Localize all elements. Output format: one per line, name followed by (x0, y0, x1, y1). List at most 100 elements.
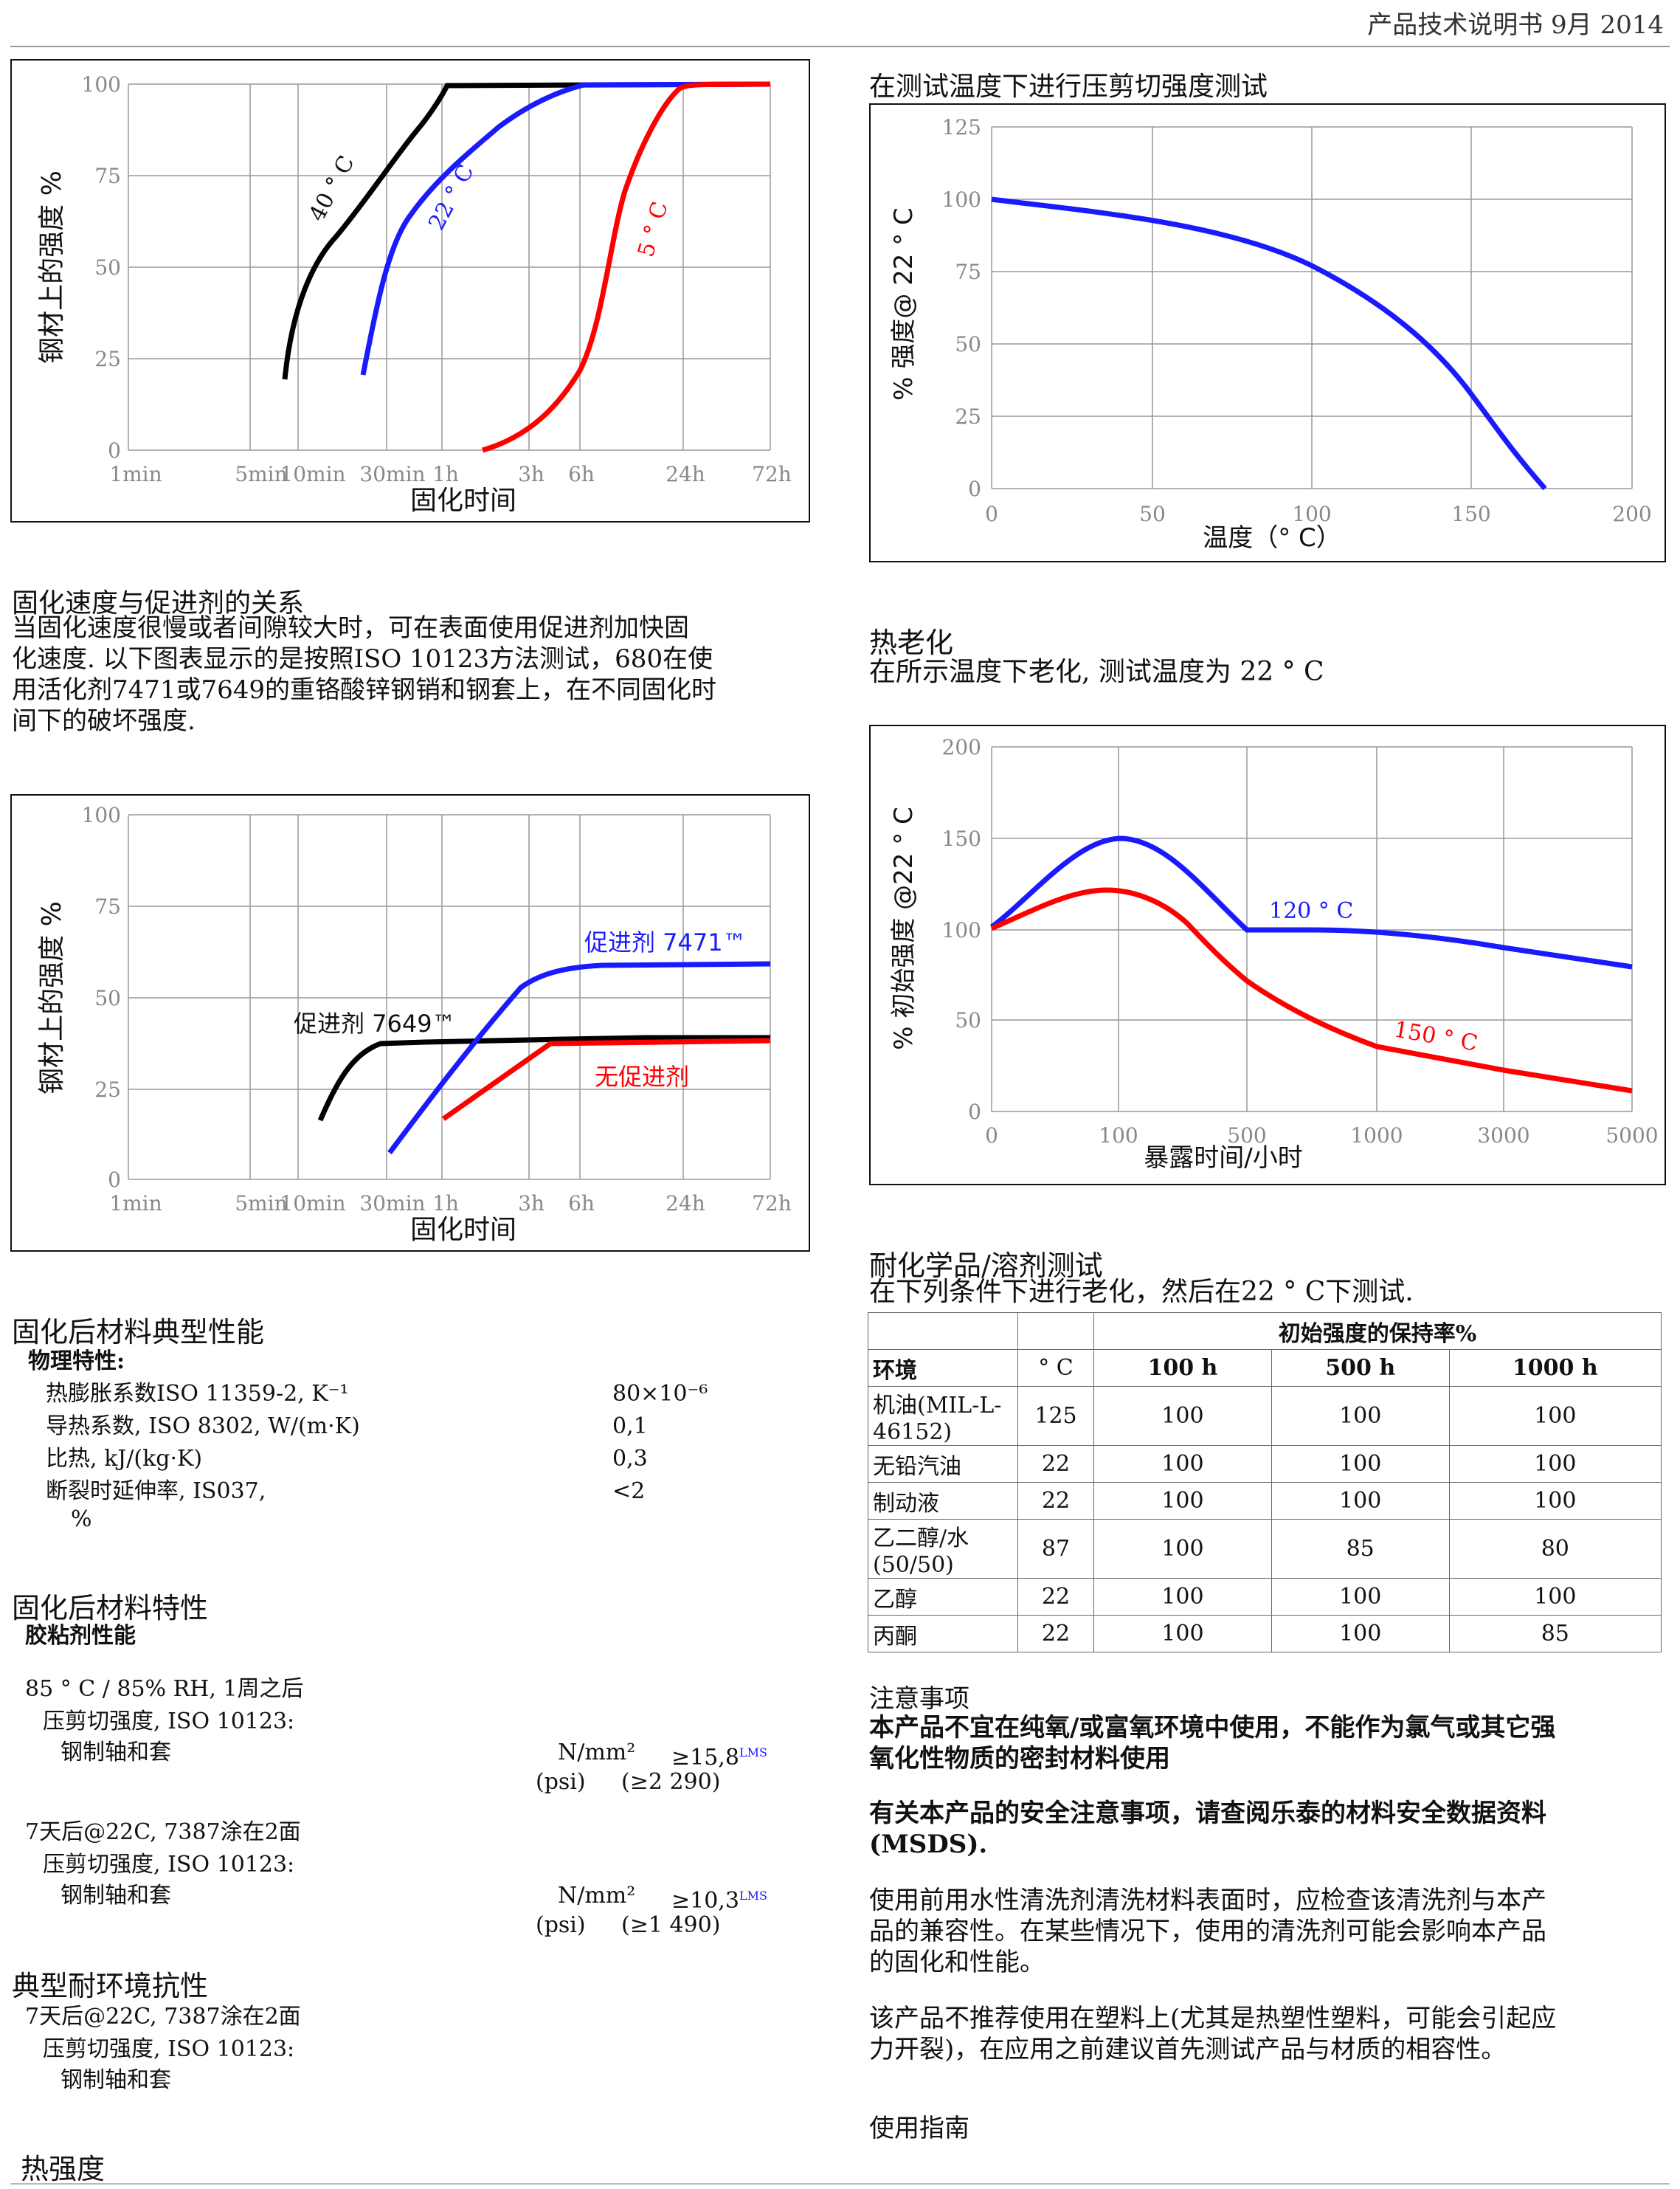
notes-paragraph-3: 使用前用水性清洗剂清洗材料表面时，应检查该清洗剂与本产 品的兼容性。在某些情况下… (869, 1885, 1546, 1978)
x-tick: 24h (666, 1191, 705, 1216)
x-tick: 50 (1139, 502, 1166, 526)
table-cell: 100 (1093, 1578, 1272, 1616)
table-cell: 22 (1017, 1482, 1094, 1520)
y-tick: 0 (968, 477, 981, 501)
env-resist-title: 典型耐环境抗性 (12, 1970, 209, 2002)
series-22c-line (360, 81, 771, 376)
shear-text: 压剪切强度, ISO 10123: (43, 2036, 295, 2062)
x-tick: 1min (109, 462, 162, 486)
x-tick: 100 (1292, 502, 1331, 526)
notes-paragraph-4: 该产品不推荐使用在塑料上(尤其是热塑性塑料，可能会引起应 力开裂)，在应用之前建… (869, 2003, 1556, 2065)
cured-props-subtitle: 胶粘剂性能 (25, 1623, 136, 1649)
item-text: 钢制轴和套 (61, 1740, 171, 1765)
table-cell: 100 (1093, 1615, 1272, 1652)
y-axis-label: 钢材上的强度 % (37, 901, 67, 1094)
cured-props-title: 固化后材料特性 (12, 1592, 209, 1624)
table-cell: 100 (1271, 1386, 1450, 1446)
prop-value: 0,3 (612, 1446, 648, 1472)
x-tick: 1min (109, 1191, 162, 1216)
y-tick: 125 (942, 115, 981, 139)
series-7471-label: 促进剂 7471™ (584, 928, 747, 956)
table-row: 丙酮 22 100 100 85 (868, 1615, 1662, 1652)
strength-line (991, 196, 1547, 491)
series-5c-line (482, 81, 771, 453)
table-cell: 100 (1093, 1519, 1272, 1579)
prop-label: 导热系数, ISO 8302, W/(m·K) (46, 1413, 360, 1439)
y-tick: 25 (94, 1078, 121, 1102)
cure-temperature-chart: 100 75 50 25 0 1min 5min 10min 30min 1h … (10, 59, 810, 523)
series-120c-line (989, 835, 1633, 970)
x-tick: 24h (666, 462, 705, 486)
table-cell: 100 (1448, 1482, 1662, 1520)
paragraph-line: 品的兼容性。在某些情况下，使用的清洗剂可能会影响本产品 (869, 1917, 1546, 1946)
prop-label: 比热, kJ/(kg·K) (46, 1446, 203, 1472)
series-120c-label: 120 ° C (1269, 898, 1353, 924)
heat-aging-svg: 200 150 100 50 0 0 100 500 1000 3000 500… (889, 735, 1659, 1173)
table-cell: 22 (1017, 1445, 1094, 1483)
table-group-header-row: 初始强度的保持率% (868, 1312, 1662, 1350)
series-none-line (441, 1038, 771, 1121)
table-cell: 85 (1271, 1519, 1450, 1579)
y-tick: 25 (955, 404, 981, 429)
value-text: (≥2 290) (621, 1769, 721, 1795)
x-tick: 72h (752, 1191, 792, 1216)
y-tick: 50 (955, 332, 981, 356)
x-tick: 6h (568, 462, 595, 486)
value-number: ≥10,3 (671, 1888, 739, 1914)
notes-paragraph-2: 有关本产品的安全注意事项，请查阅乐泰的材料安全数据资料 (MSDS). (869, 1798, 1546, 1860)
y-tick: 75 (955, 260, 981, 284)
x-tick: 3000 (1477, 1123, 1529, 1148)
paragraph-line: 有关本产品的安全注意事项，请查阅乐泰的材料安全数据资料 (869, 1799, 1546, 1828)
series-none-label: 无促进剂 (595, 1063, 689, 1091)
x-tick: 6h (568, 1191, 595, 1216)
x-axis-label: 固化时间 (410, 1215, 516, 1245)
table-header: ° C (1017, 1349, 1094, 1387)
series-150c-line (990, 887, 1633, 1094)
y-axis-label: % 强度@ 22 ° C (889, 207, 919, 401)
chem-resistance-table: 初始强度的保持率% 环境 ° C 100 h 500 h 1000 h 机油(M… (868, 1312, 1662, 1652)
x-tick: 100 (1099, 1123, 1138, 1148)
accelerator-svg: 100 75 50 25 0 1min 5min 10min 30min 1h … (37, 803, 792, 1245)
x-tick: 0 (985, 502, 998, 526)
typical-props-subtitle: 物理特性: (28, 1348, 125, 1374)
paragraph-line: 间下的破坏强度. (12, 706, 196, 736)
table-cell: 100 (1271, 1578, 1450, 1616)
heat-aging-desc: 在所示温度下老化, 测试温度为 22 ° C (869, 657, 1324, 687)
notes-title: 注意事项 (869, 1684, 969, 1714)
y-axis-label: 钢材上的强度 % (37, 170, 67, 364)
prop-label: 热膨胀系数ISO 11359-2, K⁻¹ (46, 1381, 349, 1407)
table-cell: 22 (1017, 1615, 1094, 1652)
table-cell: 100 (1271, 1445, 1450, 1483)
value-text: ≥10,3LMS (671, 1882, 767, 1915)
table-cell: 22 (1017, 1578, 1094, 1616)
table-cell: 乙二醇/水 (50/50) (868, 1519, 1018, 1579)
x-tick: 3h (518, 1191, 545, 1216)
cure-temperature-svg: 100 75 50 25 0 1min 5min 10min 30min 1h … (37, 72, 792, 516)
x-tick: 5min (235, 462, 287, 486)
condition-text: 7天后@22C, 7387涂在2面 (25, 2004, 301, 2030)
x-tick: 500 (1227, 1123, 1266, 1148)
y-tick: 100 (942, 918, 981, 942)
unit-text: (psi) (536, 1912, 586, 1938)
paragraph-line: 本产品不宜在纯氧/或富氧环境中使用，不能作为氯气或其它强 (869, 1713, 1556, 1742)
paragraph-line: (MSDS). (869, 1830, 988, 1859)
value-superscript: LMS (739, 1745, 767, 1759)
table-cell: 乙醇 (868, 1578, 1018, 1616)
y-tick: 75 (94, 164, 121, 188)
x-tick: 150 (1451, 502, 1490, 526)
x-tick: 10min (280, 462, 345, 486)
x-tick: 1h (432, 462, 459, 486)
unit-text: N/mm² (558, 1740, 636, 1765)
table-cell: 100 (1271, 1482, 1450, 1520)
table-cell: 100 (1448, 1445, 1662, 1483)
condition-text: 7天后@22C, 7387涂在2面 (25, 1819, 301, 1845)
paragraph-line: 当固化速度很慢或者间隙较大时，可在表面使用促进剂加快固 (12, 613, 689, 643)
table-group-header: 初始强度的保持率% (1093, 1312, 1662, 1350)
table-cell (868, 1312, 1018, 1350)
y-axis-label: % 初始强度 @22 ° C (889, 807, 919, 1050)
y-tick: 100 (942, 187, 981, 212)
prop-value: <2 (612, 1478, 646, 1504)
x-tick: 1000 (1350, 1123, 1403, 1148)
chem-desc: 在下列条件下进行老化，然后在22 ° C下测试. (869, 1277, 1414, 1307)
table-cell: 丙酮 (868, 1615, 1018, 1652)
